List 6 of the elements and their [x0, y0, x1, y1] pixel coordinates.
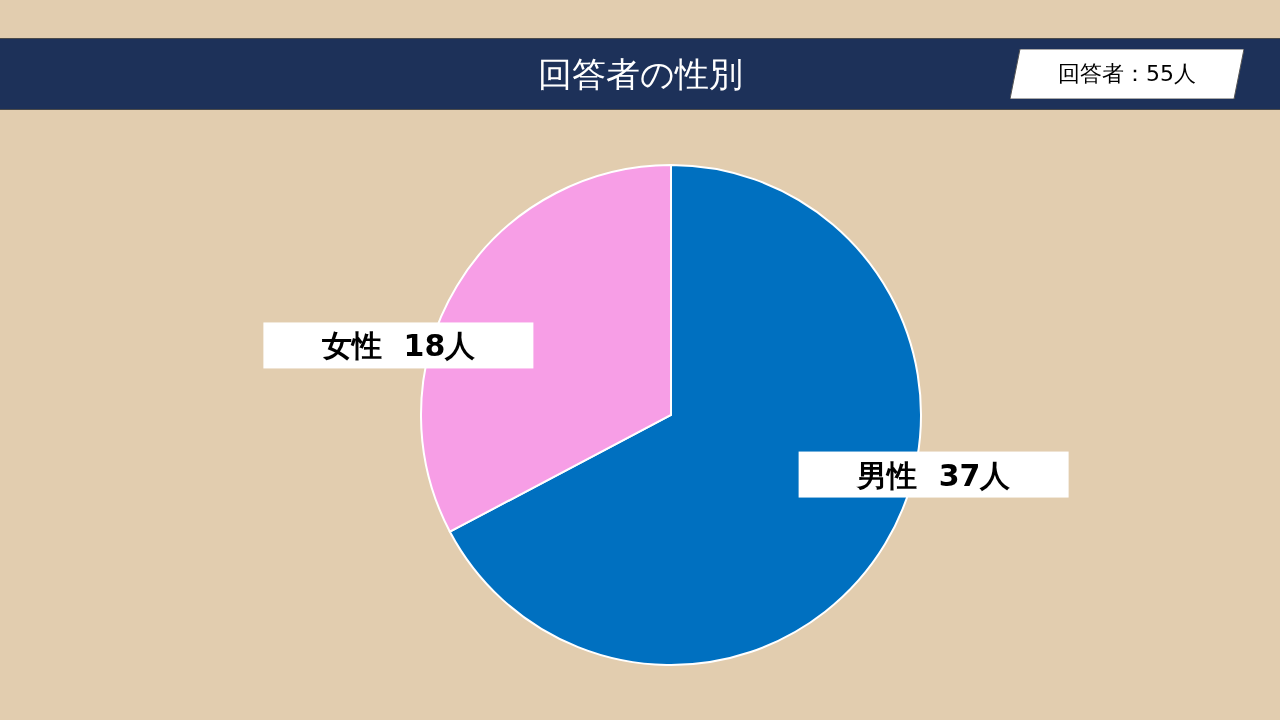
- chart-title: 回答者の性別: [537, 54, 743, 94]
- text: 回答者：55人: [1010, 49, 1244, 99]
- data-label: 37人: [938, 457, 1012, 493]
- data-label: 18人: [403, 327, 477, 363]
- slice-label: 男性: [855, 457, 917, 493]
- slice-label: 女性: [320, 327, 382, 363]
